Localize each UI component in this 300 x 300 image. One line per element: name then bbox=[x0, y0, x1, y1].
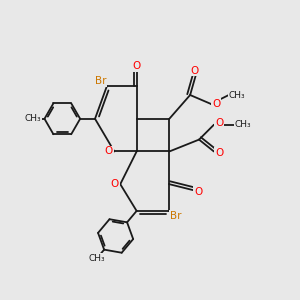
Text: CH₃: CH₃ bbox=[235, 120, 251, 129]
Text: O: O bbox=[190, 66, 199, 76]
Text: Br: Br bbox=[94, 76, 106, 86]
Text: O: O bbox=[215, 148, 224, 158]
Text: Br: Br bbox=[170, 211, 182, 221]
Text: O: O bbox=[215, 118, 224, 128]
Text: O: O bbox=[111, 179, 119, 189]
Text: O: O bbox=[212, 99, 220, 109]
Text: O: O bbox=[133, 61, 141, 71]
Text: CH₃: CH₃ bbox=[25, 114, 41, 123]
Text: O: O bbox=[194, 187, 202, 196]
Text: CH₃: CH₃ bbox=[88, 254, 105, 263]
Text: CH₃: CH₃ bbox=[229, 91, 245, 100]
Text: O: O bbox=[105, 146, 113, 157]
